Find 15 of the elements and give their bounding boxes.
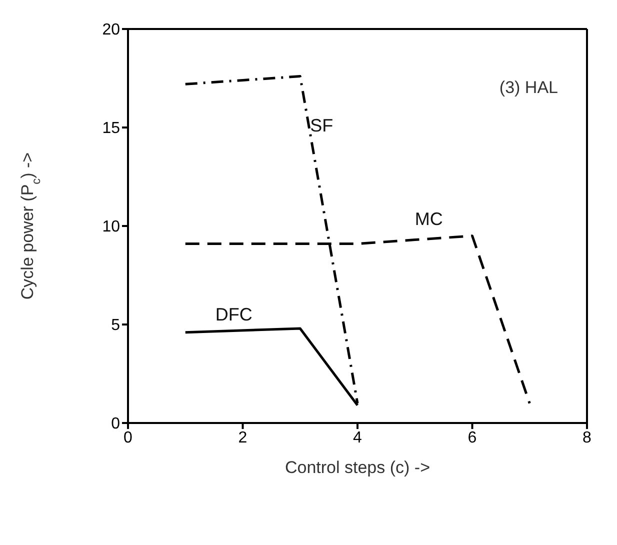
y-tick-label: 20 [102, 22, 120, 39]
x-tick-label: 2 [238, 429, 248, 446]
series-label: DFC [215, 304, 252, 324]
x-tick-label: 8 [582, 429, 592, 446]
y-tick-label: 10 [102, 218, 120, 236]
y-tick-label: 5 [111, 317, 120, 334]
annotation: (3) HAL [499, 78, 558, 98]
y-tick-label: 15 [102, 120, 120, 138]
x-tick-label: 4 [353, 429, 362, 446]
y-tick-label: 0 [111, 416, 120, 433]
series-label: MC [414, 208, 443, 229]
x-tick-label: 6 [468, 429, 477, 446]
series-label: SF [310, 115, 334, 136]
x-tick-label: 0 [124, 429, 133, 446]
x-axis-title: Control steps (c) -> [284, 458, 430, 477]
